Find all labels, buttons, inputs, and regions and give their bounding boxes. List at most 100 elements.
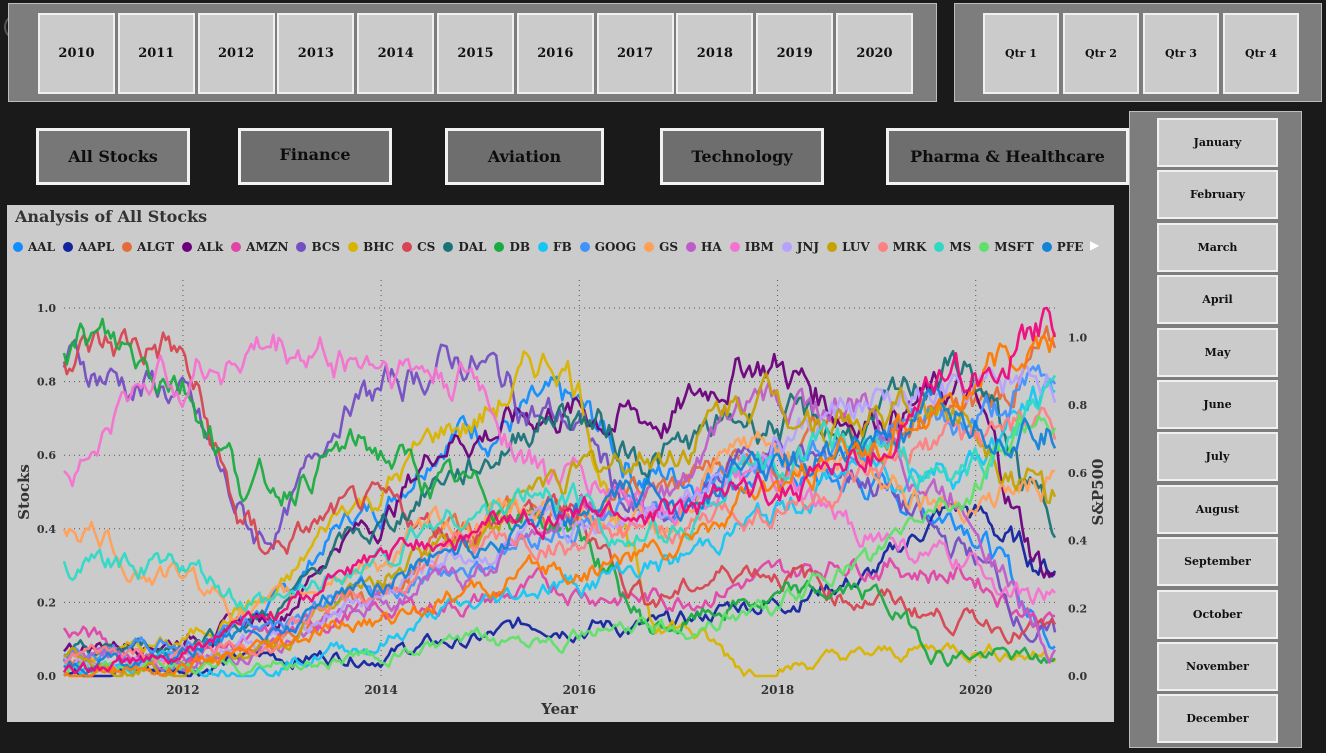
legend-item-jnj[interactable]: JNJ <box>781 240 820 254</box>
legend-dot <box>538 242 549 252</box>
legend-item-bcs[interactable]: BCS <box>296 240 340 254</box>
legend-item-goog[interactable]: GOOG <box>579 240 636 254</box>
legend-item-algt[interactable]: ALGT <box>122 240 174 254</box>
quarter-slicer: Qtr 1 Qtr 2 Qtr 3 Qtr 4 <box>954 3 1322 102</box>
legend-item-bhc[interactable]: BHC <box>348 240 394 254</box>
month-tile-april[interactable]: April <box>1157 275 1278 325</box>
series-line-jnj <box>63 363 1057 676</box>
year-tile-2020[interactable]: 2020 <box>836 13 913 94</box>
legend-dot <box>443 242 454 252</box>
month-tile-december[interactable]: December <box>1157 694 1278 744</box>
legend-label: JNJ <box>796 240 820 254</box>
y-tick-label: 0.6 <box>37 449 56 462</box>
year-tile-2019[interactable]: 2019 <box>756 13 834 94</box>
quarter-tile-4[interactable]: Qtr 4 <box>1223 13 1299 94</box>
legend-label: HA <box>701 240 722 254</box>
legend-item-pfe[interactable]: PFE <box>1041 240 1084 254</box>
year-tile-2013[interactable]: 2013 <box>277 13 355 94</box>
legend-dot <box>644 242 655 252</box>
category-button-pharma-healthcare[interactable]: Pharma & Healthcare <box>886 128 1129 185</box>
month-slicer: January February March April May June July Augu… <box>1129 111 1302 748</box>
year-tile-2017[interactable]: 2017 <box>596 13 674 94</box>
month-tile-january[interactable]: January <box>1157 118 1278 167</box>
month-tile-july[interactable]: July <box>1157 432 1278 482</box>
legend-label: CS <box>417 240 436 254</box>
legend-dot <box>686 242 697 252</box>
legend-item-db[interactable]: DB <box>494 240 530 254</box>
legend-dot <box>877 242 888 252</box>
legend-item-ibm[interactable]: IBM <box>729 240 774 254</box>
legend-dot <box>934 242 945 252</box>
x-axis-label: Year <box>540 700 579 718</box>
legend-item-gs[interactable]: GS <box>644 240 678 254</box>
legend-item-alk[interactable]: ALk <box>182 240 223 254</box>
month-tile-september[interactable]: September <box>1157 537 1278 587</box>
legend-item-msft[interactable]: MSFT <box>979 240 1034 254</box>
y2-tick-label: 0.2 <box>1068 602 1087 615</box>
legend-item-ms[interactable]: MS <box>934 240 971 254</box>
x-tick-label: 2020 <box>959 683 992 697</box>
year-tile-2015[interactable]: 2015 <box>437 13 514 94</box>
legend-item-mrk[interactable]: MRK <box>877 240 927 254</box>
legend-next-icon[interactable]: ▶ <box>1090 238 1100 252</box>
y-tick-label: 0.2 <box>37 596 56 609</box>
legend-label: PFE <box>1056 240 1084 254</box>
legend-dot <box>979 242 990 252</box>
legend-dot <box>348 242 359 252</box>
month-tile-november[interactable]: November <box>1157 642 1278 691</box>
series-line-ms <box>62 374 1057 612</box>
legend-item-cs[interactable]: CS <box>402 240 435 254</box>
y-tick-label: 0.4 <box>37 523 56 536</box>
legend-label: IBM <box>744 240 774 254</box>
legend-dot <box>494 242 505 252</box>
month-tile-may[interactable]: May <box>1157 327 1278 377</box>
quarter-tile-1[interactable]: Qtr 1 <box>983 13 1059 94</box>
legend-item-dal[interactable]: DAL <box>443 240 486 254</box>
month-tile-august[interactable]: August <box>1157 484 1278 534</box>
series-line-series-21 <box>63 331 1057 678</box>
legend-label: AAPL <box>78 240 115 254</box>
category-button-all-stocks[interactable]: All Stocks <box>36 128 190 185</box>
month-tile-june[interactable]: June <box>1157 380 1278 429</box>
y-tick-label: 0.8 <box>37 376 56 389</box>
legend-item-aal[interactable]: AAL <box>13 240 55 254</box>
month-tile-march[interactable]: March <box>1157 222 1278 272</box>
year-tile-2018[interactable]: 2018 <box>676 13 754 94</box>
x-tick-label: 2014 <box>364 683 397 697</box>
legend-item-ha[interactable]: HA <box>686 240 722 254</box>
month-tile-october[interactable]: October <box>1157 589 1278 639</box>
legend-label: MRK <box>892 240 927 254</box>
legend-dot <box>122 242 133 252</box>
quarter-tile-3[interactable]: Qtr 3 <box>1143 13 1219 94</box>
legend-dot <box>182 242 193 252</box>
y2-tick-label: 0.4 <box>1068 535 1087 548</box>
year-tile-2012[interactable]: 2012 <box>197 13 275 94</box>
quarter-tile-2[interactable]: Qtr 2 <box>1063 13 1139 94</box>
legend-item-fb[interactable]: FB <box>538 240 572 254</box>
y2-axis-label: S&P500 <box>1089 459 1107 526</box>
year-tile-2011[interactable]: 2011 <box>117 13 195 94</box>
series-line-series-22 <box>62 306 1057 675</box>
year-tile-2014[interactable]: 2014 <box>357 13 435 94</box>
series-line-bhc <box>62 350 1056 678</box>
y-tick-label: 0.0 <box>37 670 56 683</box>
year-slicer: 2010 2011 2012 2013 2014 2015 2016 2017 2018 2019… <box>8 3 937 102</box>
category-button-technology[interactable]: Technology <box>660 128 824 185</box>
chart-title: Analysis of All Stocks <box>15 207 208 226</box>
year-tile-2010[interactable]: 2010 <box>38 13 115 94</box>
y2-tick-label: 0.6 <box>1068 467 1087 480</box>
legend-item-amzn[interactable]: AMZN <box>231 240 288 254</box>
legend-label: DB <box>509 240 531 254</box>
legend-item-luv[interactable]: LUV <box>827 240 870 254</box>
category-button-finance[interactable]: Finance <box>238 128 392 185</box>
legend-item-aapl[interactable]: AAPL <box>63 240 114 254</box>
category-button-aviation[interactable]: Aviation <box>445 128 604 185</box>
year-tile-2016[interactable]: 2016 <box>516 13 594 94</box>
legend-dot <box>296 242 307 252</box>
legend-dot <box>402 242 413 252</box>
legend-label: MSFT <box>994 240 1034 254</box>
y2-tick-label: 0.0 <box>1068 670 1087 683</box>
y-tick-label: 1.0 <box>37 302 56 315</box>
month-tile-february[interactable]: February <box>1157 170 1278 220</box>
stocks-line-chart: Analysis of All Stocks AAL AAPL ALGT ALk AMZ… <box>7 205 1114 722</box>
